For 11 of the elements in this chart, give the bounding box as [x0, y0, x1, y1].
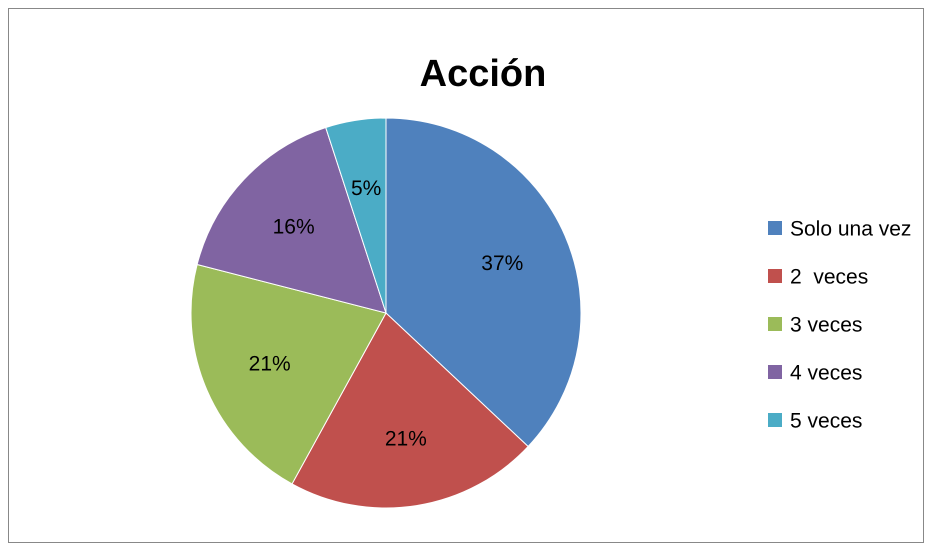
legend-label: 5 veces: [790, 409, 862, 432]
data-label: 16%: [272, 216, 315, 239]
data-label: 5%: [350, 177, 382, 200]
legend-label: 3 veces: [790, 313, 862, 336]
legend-label: 4 veces: [790, 361, 862, 384]
data-label: 37%: [481, 252, 524, 276]
data-label: 21%: [248, 352, 291, 376]
legend-label: 2 veces: [790, 265, 868, 288]
data-label: 21%: [384, 428, 427, 451]
chart-title: Acción: [420, 53, 546, 95]
legend-label: Solo una vez: [790, 217, 912, 240]
